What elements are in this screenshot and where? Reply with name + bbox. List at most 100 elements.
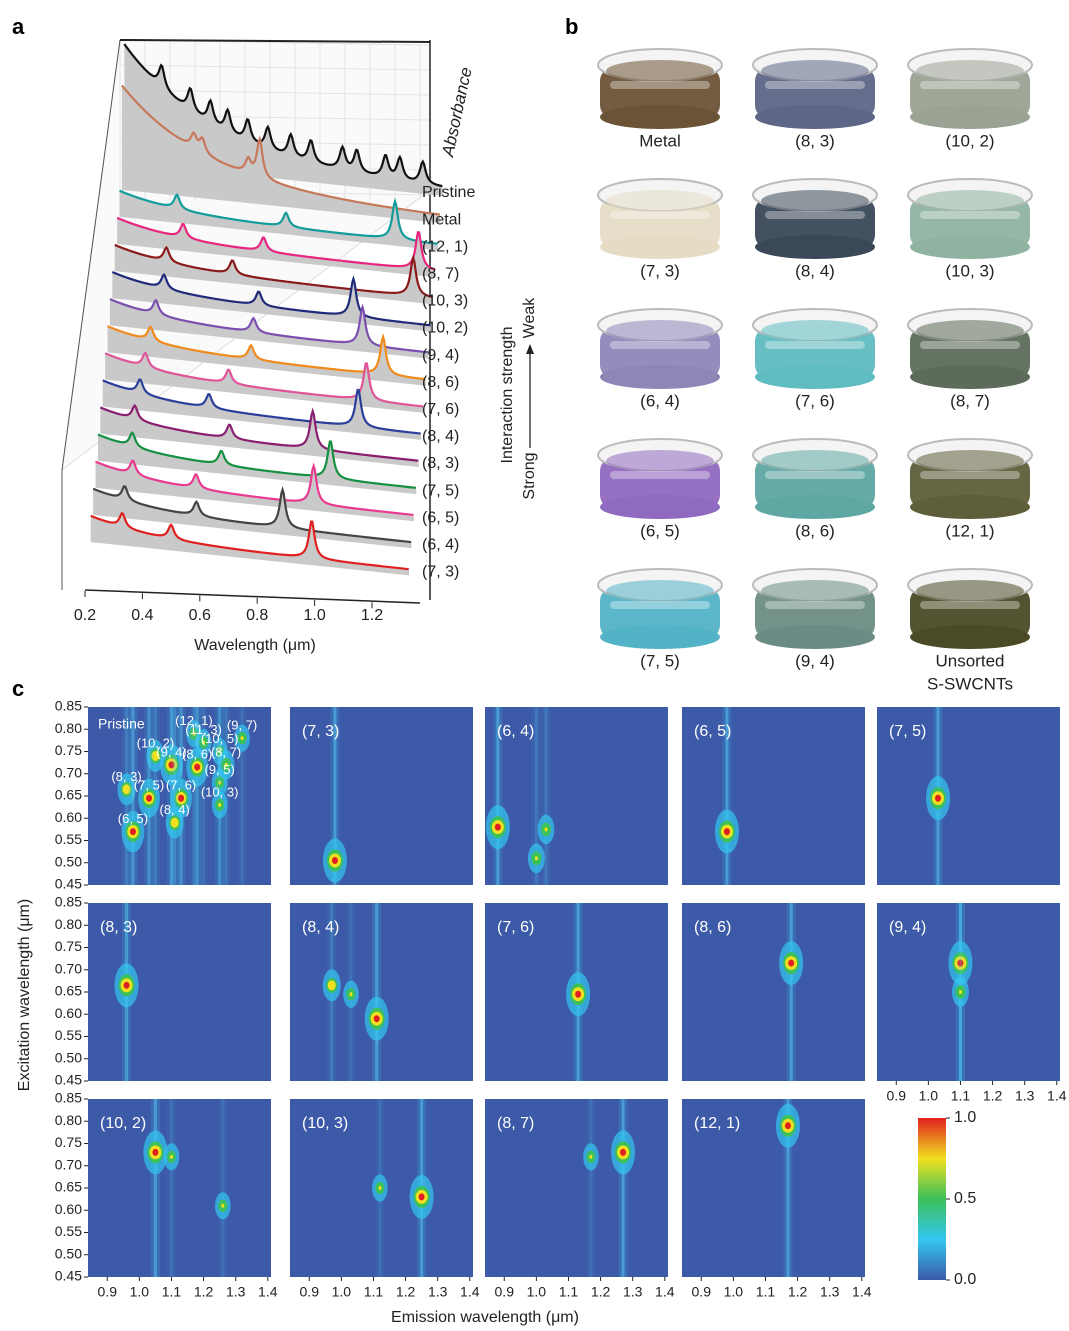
spot — [545, 827, 548, 831]
spot — [152, 1149, 158, 1156]
series-label: (8, 4) — [422, 428, 459, 445]
spot — [788, 960, 794, 967]
map-title: (8, 3) — [100, 919, 137, 936]
series-label: Metal — [422, 211, 461, 228]
series-label: Pristine — [422, 184, 475, 201]
vial-bottom — [910, 235, 1030, 259]
series-label: (7, 6) — [422, 401, 459, 418]
vial-surface — [606, 580, 714, 602]
vial-highlight — [920, 601, 1020, 609]
map-title: (8, 4) — [302, 919, 339, 936]
y-tick-label: 0.60 — [55, 1005, 82, 1021]
vial-highlight — [765, 81, 865, 89]
z-axis-label: Absorbance — [438, 65, 476, 159]
vial-caption: S-SWCNTs — [927, 674, 1013, 693]
y-tick-label: 0.60 — [55, 1201, 82, 1217]
vial-bottom — [755, 105, 875, 129]
x-tick-label: 0.2 — [74, 607, 96, 624]
vial-caption: Metal — [639, 131, 681, 150]
arrow-head — [526, 344, 534, 354]
x-tick-label: 1.3 — [1015, 1088, 1035, 1104]
y-tick-label: 0.45 — [55, 1072, 82, 1088]
spot — [330, 983, 333, 987]
vial-caption: Unsorted — [936, 651, 1005, 670]
x-tick-label: 0.9 — [98, 1284, 118, 1300]
vial-surface — [606, 190, 714, 212]
weak-label: Weak — [521, 297, 538, 339]
spot — [419, 1193, 425, 1200]
x-tick-label: 0.9 — [495, 1284, 515, 1300]
vial — [753, 439, 877, 519]
y-tick-label: 0.75 — [55, 742, 82, 758]
panel-label: a — [12, 14, 25, 39]
series-label: (6, 5) — [422, 509, 459, 526]
vial-bottom — [600, 625, 720, 649]
spot — [130, 828, 136, 835]
spot — [124, 982, 130, 989]
spot — [194, 764, 200, 771]
x-tick-label: 0.8 — [246, 607, 268, 624]
x-tick-label: 1.0 — [332, 1284, 352, 1300]
map-title: (6, 4) — [497, 723, 534, 740]
panel-label: b — [565, 14, 578, 39]
vial-surface — [761, 320, 869, 342]
y-tick-label: 0.80 — [55, 720, 82, 736]
x-tick-label: 1.1 — [364, 1284, 384, 1300]
vial-highlight — [765, 471, 865, 479]
y-tick-label: 0.85 — [55, 894, 82, 910]
x-tick-label: 1.1 — [951, 1088, 971, 1104]
vial-bottom — [910, 495, 1030, 519]
pl-map — [88, 707, 271, 885]
vial-highlight — [920, 211, 1020, 219]
vial — [598, 49, 722, 129]
y-axis-label: Excitation wavelength (μm) — [16, 899, 33, 1091]
x-tick-label: 1.3 — [226, 1284, 246, 1300]
x-tick-label: 1.3 — [623, 1284, 643, 1300]
vial — [908, 179, 1032, 259]
x-tick-label: 1.2 — [396, 1284, 416, 1300]
spot — [959, 990, 962, 994]
peak-label: (7, 5) — [134, 778, 164, 793]
vial-highlight — [920, 471, 1020, 479]
spot — [218, 803, 221, 807]
series-label: (12, 1) — [422, 238, 468, 255]
x-tick-label: 1.4 — [1047, 1088, 1067, 1104]
vial-caption: (7, 5) — [640, 651, 680, 670]
interaction-label: Interaction strength — [499, 327, 516, 464]
spot — [495, 824, 501, 831]
vial-surface — [761, 450, 869, 472]
vial-caption: (8, 3) — [795, 131, 835, 150]
map-title: (12, 1) — [694, 1115, 740, 1132]
vial-highlight — [765, 341, 865, 349]
vial-highlight — [920, 81, 1020, 89]
x-tick-label: 1.1 — [756, 1284, 776, 1300]
y-tick-label: 0.55 — [55, 1027, 82, 1043]
y-tick-label: 0.85 — [55, 1090, 82, 1106]
vial-bottom — [600, 105, 720, 129]
x-tick-label: 1.4 — [258, 1284, 278, 1300]
vial — [753, 569, 877, 649]
spot — [241, 736, 244, 740]
vial — [598, 569, 722, 649]
vial-caption: (12, 1) — [945, 521, 994, 540]
x-tick-label: 0.4 — [131, 607, 153, 624]
vial-highlight — [765, 211, 865, 219]
peak-label: (6, 5) — [118, 811, 148, 826]
vial-bottom — [755, 495, 875, 519]
spot — [374, 1015, 380, 1022]
map-title: (10, 3) — [302, 1115, 348, 1132]
spot — [170, 1155, 173, 1159]
y-tick-label: 0.85 — [55, 698, 82, 714]
map-title: (9, 4) — [889, 919, 926, 936]
x-tick-label: 1.2 — [361, 607, 383, 624]
series-label: (7, 5) — [422, 482, 459, 499]
vial-highlight — [610, 471, 710, 479]
vial-caption: (7, 6) — [795, 391, 835, 410]
spot — [221, 1204, 224, 1208]
series-label: (9, 4) — [422, 347, 459, 364]
vial — [598, 309, 722, 389]
y-tick-label: 0.55 — [55, 1223, 82, 1239]
vial — [753, 49, 877, 129]
x-axis-label: Wavelength (μm) — [194, 637, 316, 654]
vial-highlight — [610, 601, 710, 609]
